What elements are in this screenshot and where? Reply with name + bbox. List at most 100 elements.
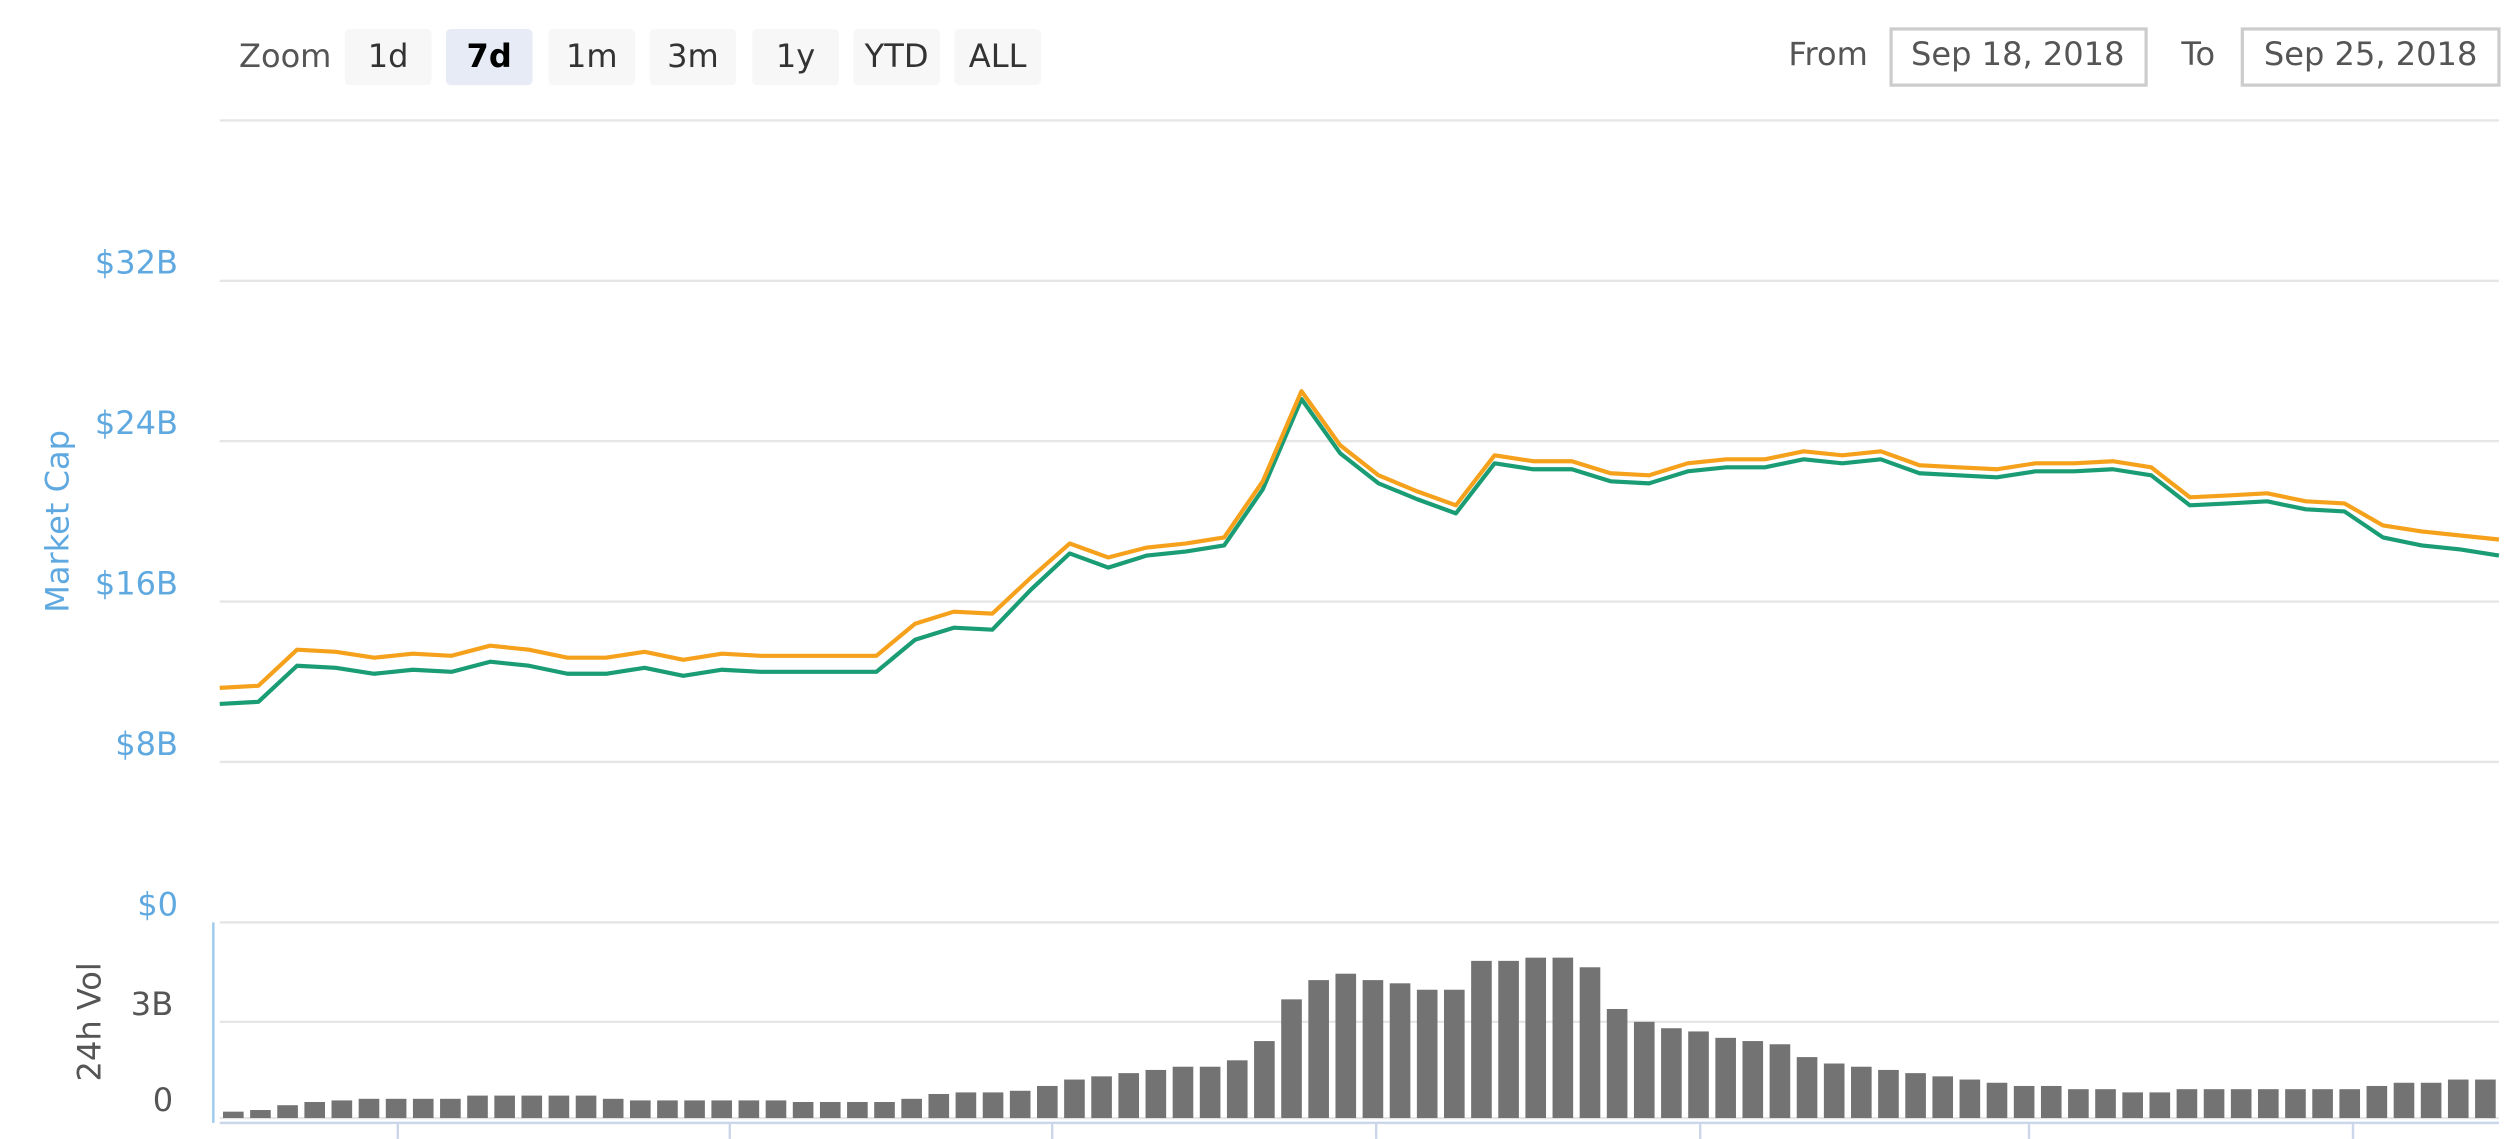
from-input[interactable] — [1889, 27, 2148, 87]
volume-bar — [1091, 1076, 1112, 1119]
zoom-button[interactable] — [344, 28, 432, 86]
y-tick-label: $32B — [95, 244, 178, 282]
volume-bar — [1389, 983, 1411, 1119]
volume-bar — [1878, 1069, 1899, 1119]
zoom-button-label[interactable]: 1m — [566, 37, 618, 75]
volume-bar — [1145, 1069, 1167, 1119]
volume-bar — [1823, 1063, 1845, 1119]
volume-bar — [2447, 1079, 2469, 1119]
volume-bar — [2312, 1089, 2333, 1119]
volume-bar — [494, 1095, 515, 1119]
volume-bar — [1172, 1066, 1194, 1119]
volume-bar — [1959, 1079, 1981, 1119]
y-axis-title: Market Cap — [38, 430, 76, 613]
volume-bar — [1688, 1031, 1709, 1119]
volume-bar — [1362, 980, 1384, 1119]
volume-bar — [1064, 1079, 1085, 1119]
volume-bar — [1308, 980, 1329, 1119]
volume-bar — [2420, 1082, 2442, 1119]
volume-bar — [1226, 1060, 1248, 1119]
volume-bar — [1851, 1066, 1872, 1119]
volume-bar — [1335, 973, 1357, 1119]
volume-bar — [358, 1098, 380, 1119]
volume-bar — [1037, 1085, 1058, 1119]
zoom-button-label[interactable]: 3m — [667, 37, 719, 75]
volume-bar — [440, 1098, 461, 1119]
x-axis-ticks — [396, 1122, 2355, 1139]
volume-bar — [657, 1100, 678, 1119]
line-series — [219, 389, 2500, 690]
volume-bar — [2339, 1089, 2361, 1119]
y-tick-label: $8B — [115, 725, 178, 763]
zoom-label: Zoom — [239, 37, 331, 75]
volume-bar — [2393, 1082, 2415, 1119]
to-label: To — [2180, 35, 2215, 73]
volume-bar — [1606, 1008, 1628, 1119]
zoom-button-label[interactable]: 1d — [368, 37, 409, 75]
volume-bar — [412, 1098, 434, 1119]
volume-bar — [2258, 1089, 2279, 1119]
volume-bar — [765, 1100, 787, 1119]
zoom-button[interactable] — [954, 28, 1041, 86]
y-tick-label: $16B — [95, 565, 178, 603]
from-value[interactable]: Sep 18, 2018 — [1911, 35, 2124, 73]
volume-bar — [1552, 957, 1574, 1119]
y-tick-label: $0 — [137, 885, 178, 923]
zoom-button[interactable] — [548, 28, 636, 86]
volume-bar — [711, 1100, 733, 1119]
volume-bar — [1444, 989, 1465, 1119]
volume-bar — [1633, 1021, 1655, 1119]
volume-bar — [2230, 1089, 2252, 1119]
volume-bar — [2475, 1079, 2496, 1119]
volume-bar — [955, 1092, 977, 1119]
volume-bar — [2122, 1092, 2143, 1119]
zoom-button[interactable] — [752, 28, 839, 86]
volume-bar — [1281, 999, 1302, 1119]
from-label: From — [1788, 35, 1867, 73]
volume-bar — [630, 1100, 651, 1119]
volume-bar — [928, 1093, 950, 1119]
volume-bar — [304, 1102, 326, 1119]
volume-bar — [847, 1102, 868, 1119]
volume-bar — [874, 1102, 895, 1119]
volume-bar — [2203, 1089, 2225, 1119]
to-value[interactable]: Sep 25, 2018 — [2264, 35, 2477, 73]
volume-bar — [819, 1102, 841, 1119]
volume-bar — [2013, 1085, 2035, 1119]
volume-bar — [1498, 960, 1519, 1119]
volume-bar — [250, 1110, 271, 1119]
volume-bar — [602, 1098, 624, 1119]
zoom-button-label[interactable]: 1y — [776, 37, 815, 75]
zoom-button[interactable] — [445, 28, 533, 86]
volume-bar — [331, 1100, 353, 1119]
zoom-button[interactable] — [853, 28, 940, 86]
volume-bar — [2040, 1085, 2062, 1119]
y-tick-label: $24B — [95, 404, 178, 442]
volume-bar — [277, 1105, 298, 1119]
volume-bar — [521, 1095, 543, 1119]
volume-bar — [2095, 1089, 2116, 1119]
volume-bar — [1661, 1028, 1682, 1119]
volume-bar — [1905, 1073, 1926, 1119]
to-input[interactable] — [2240, 27, 2501, 87]
volume-bar — [1715, 1037, 1736, 1119]
volume-bar — [1579, 967, 1601, 1119]
y-tick-label: 0 — [153, 1081, 173, 1119]
volume-bar — [575, 1095, 597, 1119]
volume-bar — [2366, 1085, 2388, 1119]
volume-bar — [1254, 1041, 1275, 1119]
volume-bar — [1796, 1057, 1818, 1119]
volume-bar — [1986, 1082, 2008, 1119]
zoom-button[interactable] — [649, 28, 737, 86]
volume-bar — [982, 1092, 1004, 1119]
volume-bar — [1932, 1076, 1954, 1119]
y-tick-label: 3B — [131, 985, 173, 1023]
zoom-button-label[interactable]: YTD — [864, 37, 929, 75]
volume-bar — [792, 1102, 814, 1119]
zoom-button-label[interactable]: 7d — [467, 37, 512, 75]
zoom-button-label[interactable]: ALL — [969, 37, 1027, 75]
volume-bar — [1416, 989, 1438, 1119]
volume-bar — [1471, 960, 1492, 1119]
volume-bar — [2068, 1089, 2089, 1119]
